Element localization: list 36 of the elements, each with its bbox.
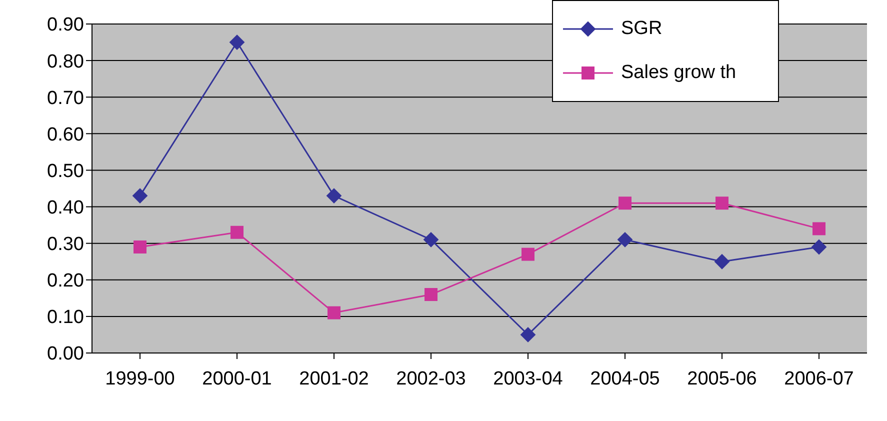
x-tick-label: 2001-02	[299, 368, 369, 390]
point	[424, 288, 438, 302]
point	[134, 240, 146, 254]
point	[230, 226, 244, 239]
y-tick-label: 0.40	[47, 198, 84, 219]
point	[522, 248, 534, 261]
x-tick-label: 2006-07	[784, 368, 854, 390]
x-tick-label: 2003-04	[493, 368, 564, 390]
x-tick-label: 2004-05	[590, 368, 660, 390]
point	[328, 306, 340, 320]
y-tick-label: 0.60	[47, 124, 84, 146]
point	[812, 222, 826, 236]
x-tick-label: 1999-00	[105, 368, 175, 390]
y-tick-label: 0.50	[47, 160, 84, 182]
legend-label: Sales grow th	[621, 62, 736, 84]
x-tick-label: 2000-01	[202, 368, 272, 390]
y-tick-label: 0.80	[47, 51, 84, 72]
point	[618, 196, 632, 210]
point	[618, 232, 632, 248]
x-tick-label: 2005-06	[687, 368, 757, 390]
point	[812, 239, 826, 254]
legend-label: SGR	[621, 18, 662, 40]
y-tick-label: 0.20	[47, 270, 84, 292]
point	[132, 188, 148, 204]
y-tick-label: 0.70	[47, 88, 84, 109]
y-tick-label: 0.30	[47, 234, 84, 256]
y-tick-label: 0.90	[47, 14, 84, 36]
point	[520, 327, 536, 342]
y-tick-label: 0.00	[47, 344, 84, 365]
point	[326, 188, 342, 204]
x-tick-label: 2002-03	[396, 368, 466, 390]
point	[714, 254, 730, 270]
point	[230, 34, 244, 50]
y-tick-label: 0.10	[47, 307, 84, 328]
point	[716, 196, 728, 210]
point	[424, 232, 438, 248]
